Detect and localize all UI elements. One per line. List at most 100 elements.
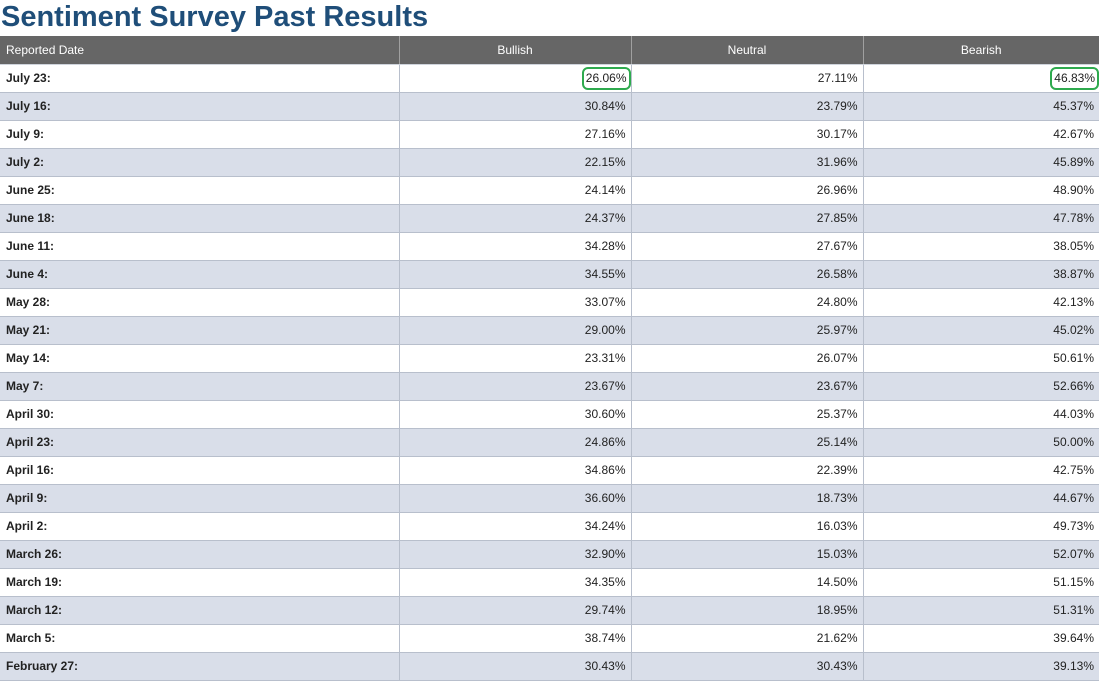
bullish-value-cell: 34.86%	[399, 456, 632, 485]
bearish-value-cell: 49.73%	[863, 512, 1099, 541]
page-title: Sentiment Survey Past Results	[1, 1, 429, 33]
reported-date-cell: July 2:	[0, 148, 400, 177]
neutral-value-cell: 18.73%	[631, 484, 864, 513]
sentiment-results-table: Reported Date Bullish Neutral Bearish Ju…	[0, 36, 1099, 681]
bullish-value-cell: 33.07%	[399, 288, 632, 317]
reported-date-cell: May 14:	[0, 344, 400, 373]
neutral-value-cell: 22.39%	[631, 456, 864, 485]
bearish-value-cell: 52.07%	[863, 540, 1099, 569]
neutral-value-cell: 27.11%	[631, 64, 864, 93]
neutral-value-cell: 27.85%	[631, 204, 864, 233]
neutral-value-cell: 25.14%	[631, 428, 864, 457]
table-row: March 5: 38.74% 21.62% 39.64%	[0, 624, 1099, 653]
reported-date-cell: July 23:	[0, 64, 400, 93]
reported-date-cell: May 21:	[0, 316, 400, 345]
reported-date-cell: June 25:	[0, 176, 400, 205]
bearish-value-cell: 42.75%	[863, 456, 1099, 485]
table-row: July 23: 26.06% 27.11% 46.83%	[0, 64, 1099, 93]
table-body: July 23: 26.06% 27.11% 46.83% July 16: 30.84%…	[0, 64, 1099, 681]
bearish-value-cell: 45.89%	[863, 148, 1099, 177]
neutral-value-cell: 14.50%	[631, 568, 864, 597]
table-row: April 30: 30.60% 25.37% 44.03%	[0, 400, 1099, 429]
table-row: March 19: 34.35% 14.50% 51.15%	[0, 568, 1099, 597]
bearish-value-cell: 47.78%	[863, 204, 1099, 233]
reported-date-cell: March 12:	[0, 596, 400, 625]
bullish-value-cell: 34.28%	[399, 232, 632, 261]
table-row: May 7: 23.67% 23.67% 52.66%	[0, 372, 1099, 401]
bearish-value-cell: 48.90%	[863, 176, 1099, 205]
table-row: July 16: 30.84% 23.79% 45.37%	[0, 92, 1099, 121]
bearish-value-cell: 44.67%	[863, 484, 1099, 513]
reported-date-cell: February 27:	[0, 652, 400, 681]
bearish-highlight-circle: 46.83%	[1050, 66, 1099, 90]
bullish-value-cell: 23.67%	[399, 372, 632, 401]
table-row: July 9: 27.16% 30.17% 42.67%	[0, 120, 1099, 149]
neutral-value-cell: 15.03%	[631, 540, 864, 569]
reported-date-cell: April 16:	[0, 456, 400, 485]
table-header: Reported Date Bullish Neutral Bearish	[0, 36, 1099, 65]
bullish-value-cell: 23.31%	[399, 344, 632, 373]
reported-date-cell: April 2:	[0, 512, 400, 541]
bearish-value-cell: 39.13%	[863, 652, 1099, 681]
neutral-value-cell: 26.96%	[631, 176, 864, 205]
bearish-value-cell: 44.03%	[863, 400, 1099, 429]
table-row: March 26: 32.90% 15.03% 52.07%	[0, 540, 1099, 569]
table-row: May 28: 33.07% 24.80% 42.13%	[0, 288, 1099, 317]
neutral-value-cell: 25.37%	[631, 400, 864, 429]
neutral-value-cell: 23.67%	[631, 372, 864, 401]
bullish-value-cell: 24.14%	[399, 176, 632, 205]
reported-date-cell: July 9:	[0, 120, 400, 149]
neutral-value-cell: 30.17%	[631, 120, 864, 149]
bearish-value-cell: 50.61%	[863, 344, 1099, 373]
table-row: April 9: 36.60% 18.73% 44.67%	[0, 484, 1099, 513]
neutral-value-cell: 25.97%	[631, 316, 864, 345]
bearish-value-cell: 39.64%	[863, 624, 1099, 653]
column-header-reported-date[interactable]: Reported Date	[0, 36, 400, 65]
table-row: May 14: 23.31% 26.07% 50.61%	[0, 344, 1099, 373]
reported-date-cell: June 18:	[0, 204, 400, 233]
neutral-value-cell: 27.67%	[631, 232, 864, 261]
bullish-value-cell: 22.15%	[399, 148, 632, 177]
reported-date-cell: April 9:	[0, 484, 400, 513]
column-header-bearish[interactable]: Bearish	[863, 36, 1099, 65]
table-row: April 23: 24.86% 25.14% 50.00%	[0, 428, 1099, 457]
table-row: February 27: 30.43% 30.43% 39.13%	[0, 652, 1099, 681]
neutral-value-cell: 24.80%	[631, 288, 864, 317]
bullish-value-cell: 38.74%	[399, 624, 632, 653]
bullish-value-cell: 26.06%	[399, 64, 632, 93]
neutral-value-cell: 18.95%	[631, 596, 864, 625]
bearish-value-cell: 46.83%	[863, 64, 1099, 93]
bullish-value-cell: 36.60%	[399, 484, 632, 513]
bearish-value-cell: 52.66%	[863, 372, 1099, 401]
bearish-value-cell: 50.00%	[863, 428, 1099, 457]
bullish-highlight-circle: 26.06%	[581, 66, 631, 90]
bullish-value-cell: 34.24%	[399, 512, 632, 541]
reported-date-cell: March 19:	[0, 568, 400, 597]
column-header-neutral[interactable]: Neutral	[631, 36, 864, 65]
bullish-value-cell: 29.00%	[399, 316, 632, 345]
neutral-value-cell: 31.96%	[631, 148, 864, 177]
table-row: June 18: 24.37% 27.85% 47.78%	[0, 204, 1099, 233]
reported-date-cell: May 28:	[0, 288, 400, 317]
neutral-value-cell: 26.58%	[631, 260, 864, 289]
column-header-bullish[interactable]: Bullish	[399, 36, 632, 65]
bullish-value-cell: 32.90%	[399, 540, 632, 569]
reported-date-cell: April 30:	[0, 400, 400, 429]
reported-date-cell: June 11:	[0, 232, 400, 261]
bearish-value-cell: 45.02%	[863, 316, 1099, 345]
table-header-row: Reported Date Bullish Neutral Bearish	[0, 36, 1099, 65]
bullish-value-cell: 30.84%	[399, 92, 632, 121]
table-row: June 4: 34.55% 26.58% 38.87%	[0, 260, 1099, 289]
bearish-value-cell: 38.87%	[863, 260, 1099, 289]
table-row: June 11: 34.28% 27.67% 38.05%	[0, 232, 1099, 261]
neutral-value-cell: 30.43%	[631, 652, 864, 681]
table-row: April 16: 34.86% 22.39% 42.75%	[0, 456, 1099, 485]
bearish-value-cell: 51.15%	[863, 568, 1099, 597]
bullish-value-cell: 24.86%	[399, 428, 632, 457]
bearish-value-cell: 45.37%	[863, 92, 1099, 121]
table-row: May 21: 29.00% 25.97% 45.02%	[0, 316, 1099, 345]
neutral-value-cell: 26.07%	[631, 344, 864, 373]
reported-date-cell: March 5:	[0, 624, 400, 653]
reported-date-cell: March 26:	[0, 540, 400, 569]
bullish-value-cell: 30.60%	[399, 400, 632, 429]
